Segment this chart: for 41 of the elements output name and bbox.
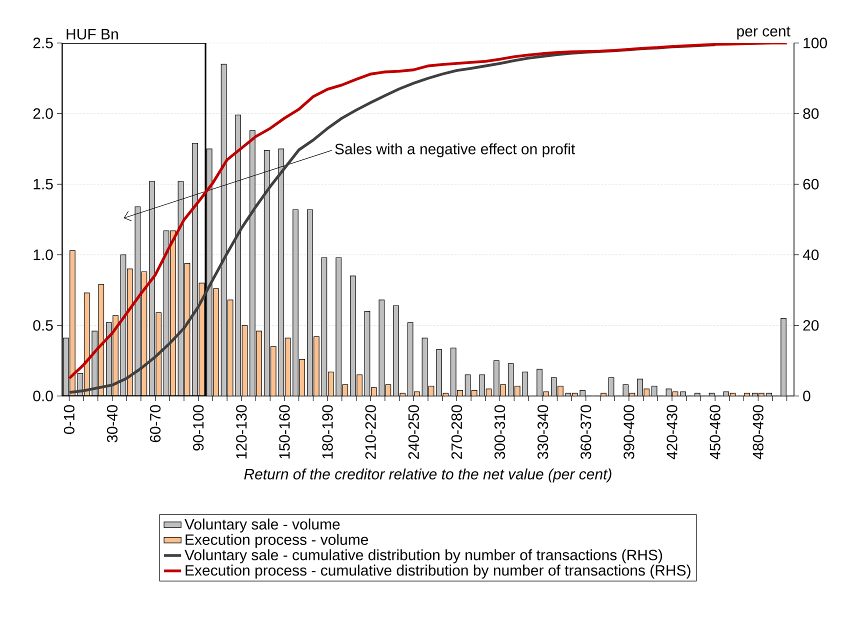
x-tick-label: 480-490 [752, 405, 764, 460]
y-tick-label: 0.5 [33, 320, 53, 331]
bar [70, 250, 76, 396]
y-tick-label: 2.5 [33, 38, 53, 48]
y-tick-label: 0.0 [33, 390, 53, 402]
y-tick-label: 1.0 [34, 249, 53, 260]
x-tick-label: 120-130 [236, 405, 247, 458]
y-tick-label: 2.0 [33, 108, 53, 119]
legend-label: Execution process - cumulative distribution by number of transactions (RHS) [186, 564, 690, 579]
x-tick-label: 420-430 [666, 405, 678, 460]
y2-tick-label: 60 [803, 178, 819, 190]
y2-axis-title: per cent [737, 26, 790, 40]
bar [314, 336, 320, 396]
y-axis-title: HUF Bn [66, 29, 118, 40]
y-tick-label: 1.5 [34, 178, 53, 190]
legend-label: Voluntary sale - cumulative distribution by number of transactions (RHS) [184, 549, 662, 564]
x-tick-label: 0-10 [64, 405, 74, 434]
x-tick-label: 150-160 [279, 405, 290, 458]
legend-label: Voluntary sale - volume [184, 518, 340, 533]
x-tick-label: 390-400 [624, 405, 634, 460]
y2-tick-label: 0 [803, 390, 810, 402]
annotation: Sales with a negative effect on profit [335, 143, 576, 158]
x-tick-label: 60-70 [150, 405, 161, 442]
x-tick-label: 240-250 [408, 405, 419, 459]
x-tick-label: 330-340 [538, 405, 548, 460]
y2-tick-label: 40 [802, 249, 819, 260]
x-axis-title: Return of the creditor relative to the net value (per cent) [244, 468, 612, 482]
x-tick-label: 90-100 [193, 405, 204, 451]
x-tick-label: 450-460 [710, 405, 720, 460]
x-tick-label: 300-310 [494, 405, 506, 460]
legend-label: Execution process - volume [186, 534, 368, 548]
y2-tick-label: 20 [803, 320, 819, 331]
y2-tick-label: 100 [804, 38, 827, 48]
x-tick-label: 180-190 [322, 405, 333, 458]
x-tick-label: 270-280 [451, 405, 462, 459]
x-tick-label: 210-220 [365, 405, 376, 459]
x-tick-label: 360-370 [580, 405, 592, 460]
bar [637, 378, 643, 396]
bar [213, 288, 219, 396]
x-tick-label: 30-40 [106, 405, 118, 442]
y2-tick-label: 80 [803, 108, 819, 119]
